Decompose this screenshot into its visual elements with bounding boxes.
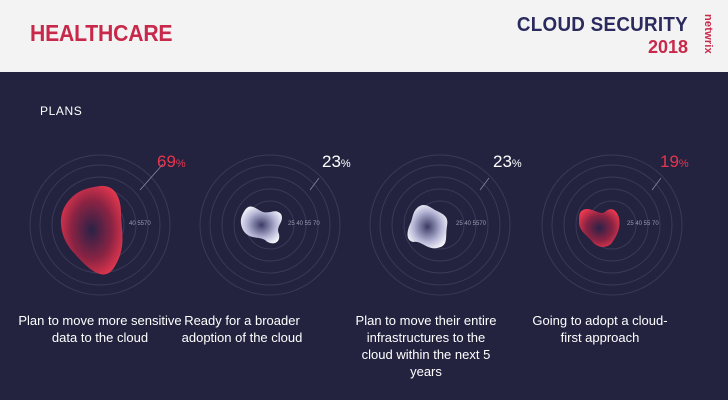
category-title: HEALTHCARE — [30, 20, 173, 46]
stat-value-3: 23% — [493, 152, 522, 171]
radial-chart-3 — [369, 154, 511, 296]
stat-description-2: Ready for a broader adoption of the clou… — [181, 313, 303, 345]
scale-label-4: 25 40 55 70 — [627, 221, 659, 227]
radial-chart-4 — [541, 154, 683, 296]
scale-label-3: 25 40 5570 — [456, 221, 487, 227]
netwrix-logo: netwrix — [702, 14, 714, 54]
scale-label-1: 40 5570 — [129, 221, 151, 227]
report-title: CLOUD SECURITY — [516, 14, 688, 36]
header-bar: HEALTHCARE CLOUD SECURITY 2018 netwrix — [0, 0, 728, 72]
stat-value-1: 69% — [157, 152, 186, 171]
stat-description-1: Plan to move more sensitive data to the … — [18, 313, 182, 345]
radial-chart-1 — [29, 154, 171, 296]
report-title-block: CLOUD SECURITY 2018 — [506, 14, 688, 58]
section-label: PLANS — [40, 104, 83, 118]
stat-value-4: 19% — [660, 152, 689, 171]
stat-description-4: Going to adopt a cloud-first approach — [532, 313, 668, 345]
radial-chart-2 — [199, 154, 341, 296]
stat-description-3: Plan to move their entire infrastructure… — [355, 313, 497, 379]
stat-value-2: 23% — [322, 152, 351, 171]
report-year: 2018 — [647, 37, 688, 57]
scale-label-2: 25 40 55 70 — [288, 221, 320, 227]
